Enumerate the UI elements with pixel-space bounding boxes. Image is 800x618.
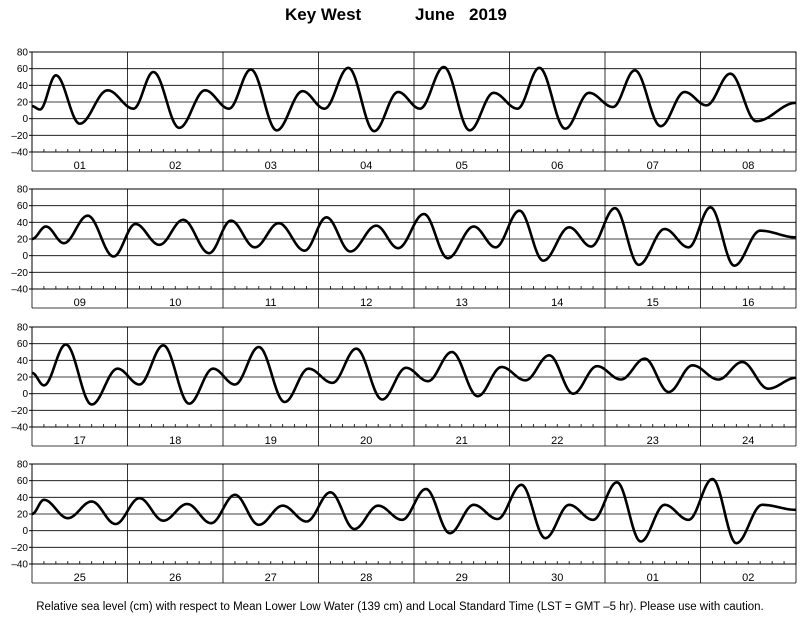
- title-month: June: [415, 5, 455, 24]
- day-label: 06: [551, 160, 563, 172]
- day-label: 10: [169, 297, 181, 309]
- y-tick-label: –20: [11, 131, 28, 142]
- day-label: 19: [265, 435, 277, 447]
- y-tick-label: 40: [17, 218, 29, 229]
- day-label: 20: [360, 435, 372, 447]
- day-label: 26: [169, 572, 181, 584]
- y-tick-label: 80: [17, 48, 29, 59]
- panel-frame: [31, 463, 797, 565]
- chart-footnote: Relative sea level (cm) with respect to …: [36, 601, 764, 613]
- day-label: 08: [742, 160, 754, 172]
- day-label: 17: [74, 435, 86, 447]
- title-year: 2019: [469, 5, 507, 24]
- y-tick-label: –40: [11, 285, 28, 296]
- day-label: 11: [265, 297, 276, 309]
- day-label: 04: [360, 160, 372, 172]
- y-tick-label: 20: [17, 235, 29, 246]
- y-tick-label: 40: [17, 493, 29, 504]
- y-tick-label: –40: [11, 423, 28, 434]
- day-label: 25: [74, 572, 86, 584]
- y-tick-label: –20: [11, 543, 28, 554]
- y-tick-label: 0: [22, 389, 28, 400]
- y-tick-label: 0: [22, 526, 28, 537]
- day-label: 15: [647, 297, 659, 309]
- y-tick-label: 40: [17, 356, 29, 367]
- day-label: 13: [456, 297, 468, 309]
- y-tick-label: 60: [17, 476, 29, 487]
- day-label: 01: [74, 160, 86, 172]
- y-tick-label: 0: [22, 114, 28, 125]
- y-tick-label: –40: [11, 560, 28, 571]
- day-label: 07: [647, 160, 659, 172]
- y-tick-label: –20: [11, 406, 28, 417]
- tide-curve: [31, 477, 797, 545]
- tide-curve: [31, 343, 797, 406]
- y-tick-label: 60: [17, 339, 29, 350]
- y-tick-label: 80: [17, 323, 29, 334]
- title-location: Key West: [285, 5, 362, 24]
- day-label: 02: [169, 160, 181, 172]
- y-tick-label: –20: [11, 268, 28, 279]
- day-label: 01: [647, 572, 659, 584]
- y-tick-label: 40: [17, 81, 29, 92]
- y-tick-label: 20: [17, 98, 29, 109]
- day-label: 27: [265, 572, 277, 584]
- chart-title: Key West June 2019: [0, 5, 800, 27]
- day-label: 14: [551, 297, 563, 309]
- day-label: 16: [742, 297, 754, 309]
- y-tick-label: 60: [17, 64, 29, 75]
- y-tick-label: 80: [17, 460, 29, 471]
- panel-frame: [31, 51, 797, 153]
- y-tick-label: 0: [22, 251, 28, 262]
- tide-curve: [31, 206, 797, 267]
- y-tick-label: 20: [17, 510, 29, 521]
- day-label: 12: [360, 297, 372, 309]
- tide-curve: [31, 65, 797, 133]
- day-label: 23: [647, 435, 659, 447]
- y-tick-label: 60: [17, 201, 29, 212]
- day-label: 09: [74, 297, 86, 309]
- day-label: 03: [265, 160, 277, 172]
- y-tick-label: –40: [11, 148, 28, 159]
- day-label: 02: [742, 572, 754, 584]
- y-tick-label: 20: [17, 373, 29, 384]
- y-tick-label: 80: [17, 185, 29, 196]
- day-label: 28: [360, 572, 372, 584]
- day-label: 22: [551, 435, 563, 447]
- day-label: 29: [456, 572, 468, 584]
- panel-frame: [31, 326, 797, 428]
- day-label: 30: [551, 572, 563, 584]
- day-label: 21: [456, 435, 468, 447]
- day-label: 24: [742, 435, 754, 447]
- day-label: 05: [456, 160, 468, 172]
- day-label: 18: [169, 435, 181, 447]
